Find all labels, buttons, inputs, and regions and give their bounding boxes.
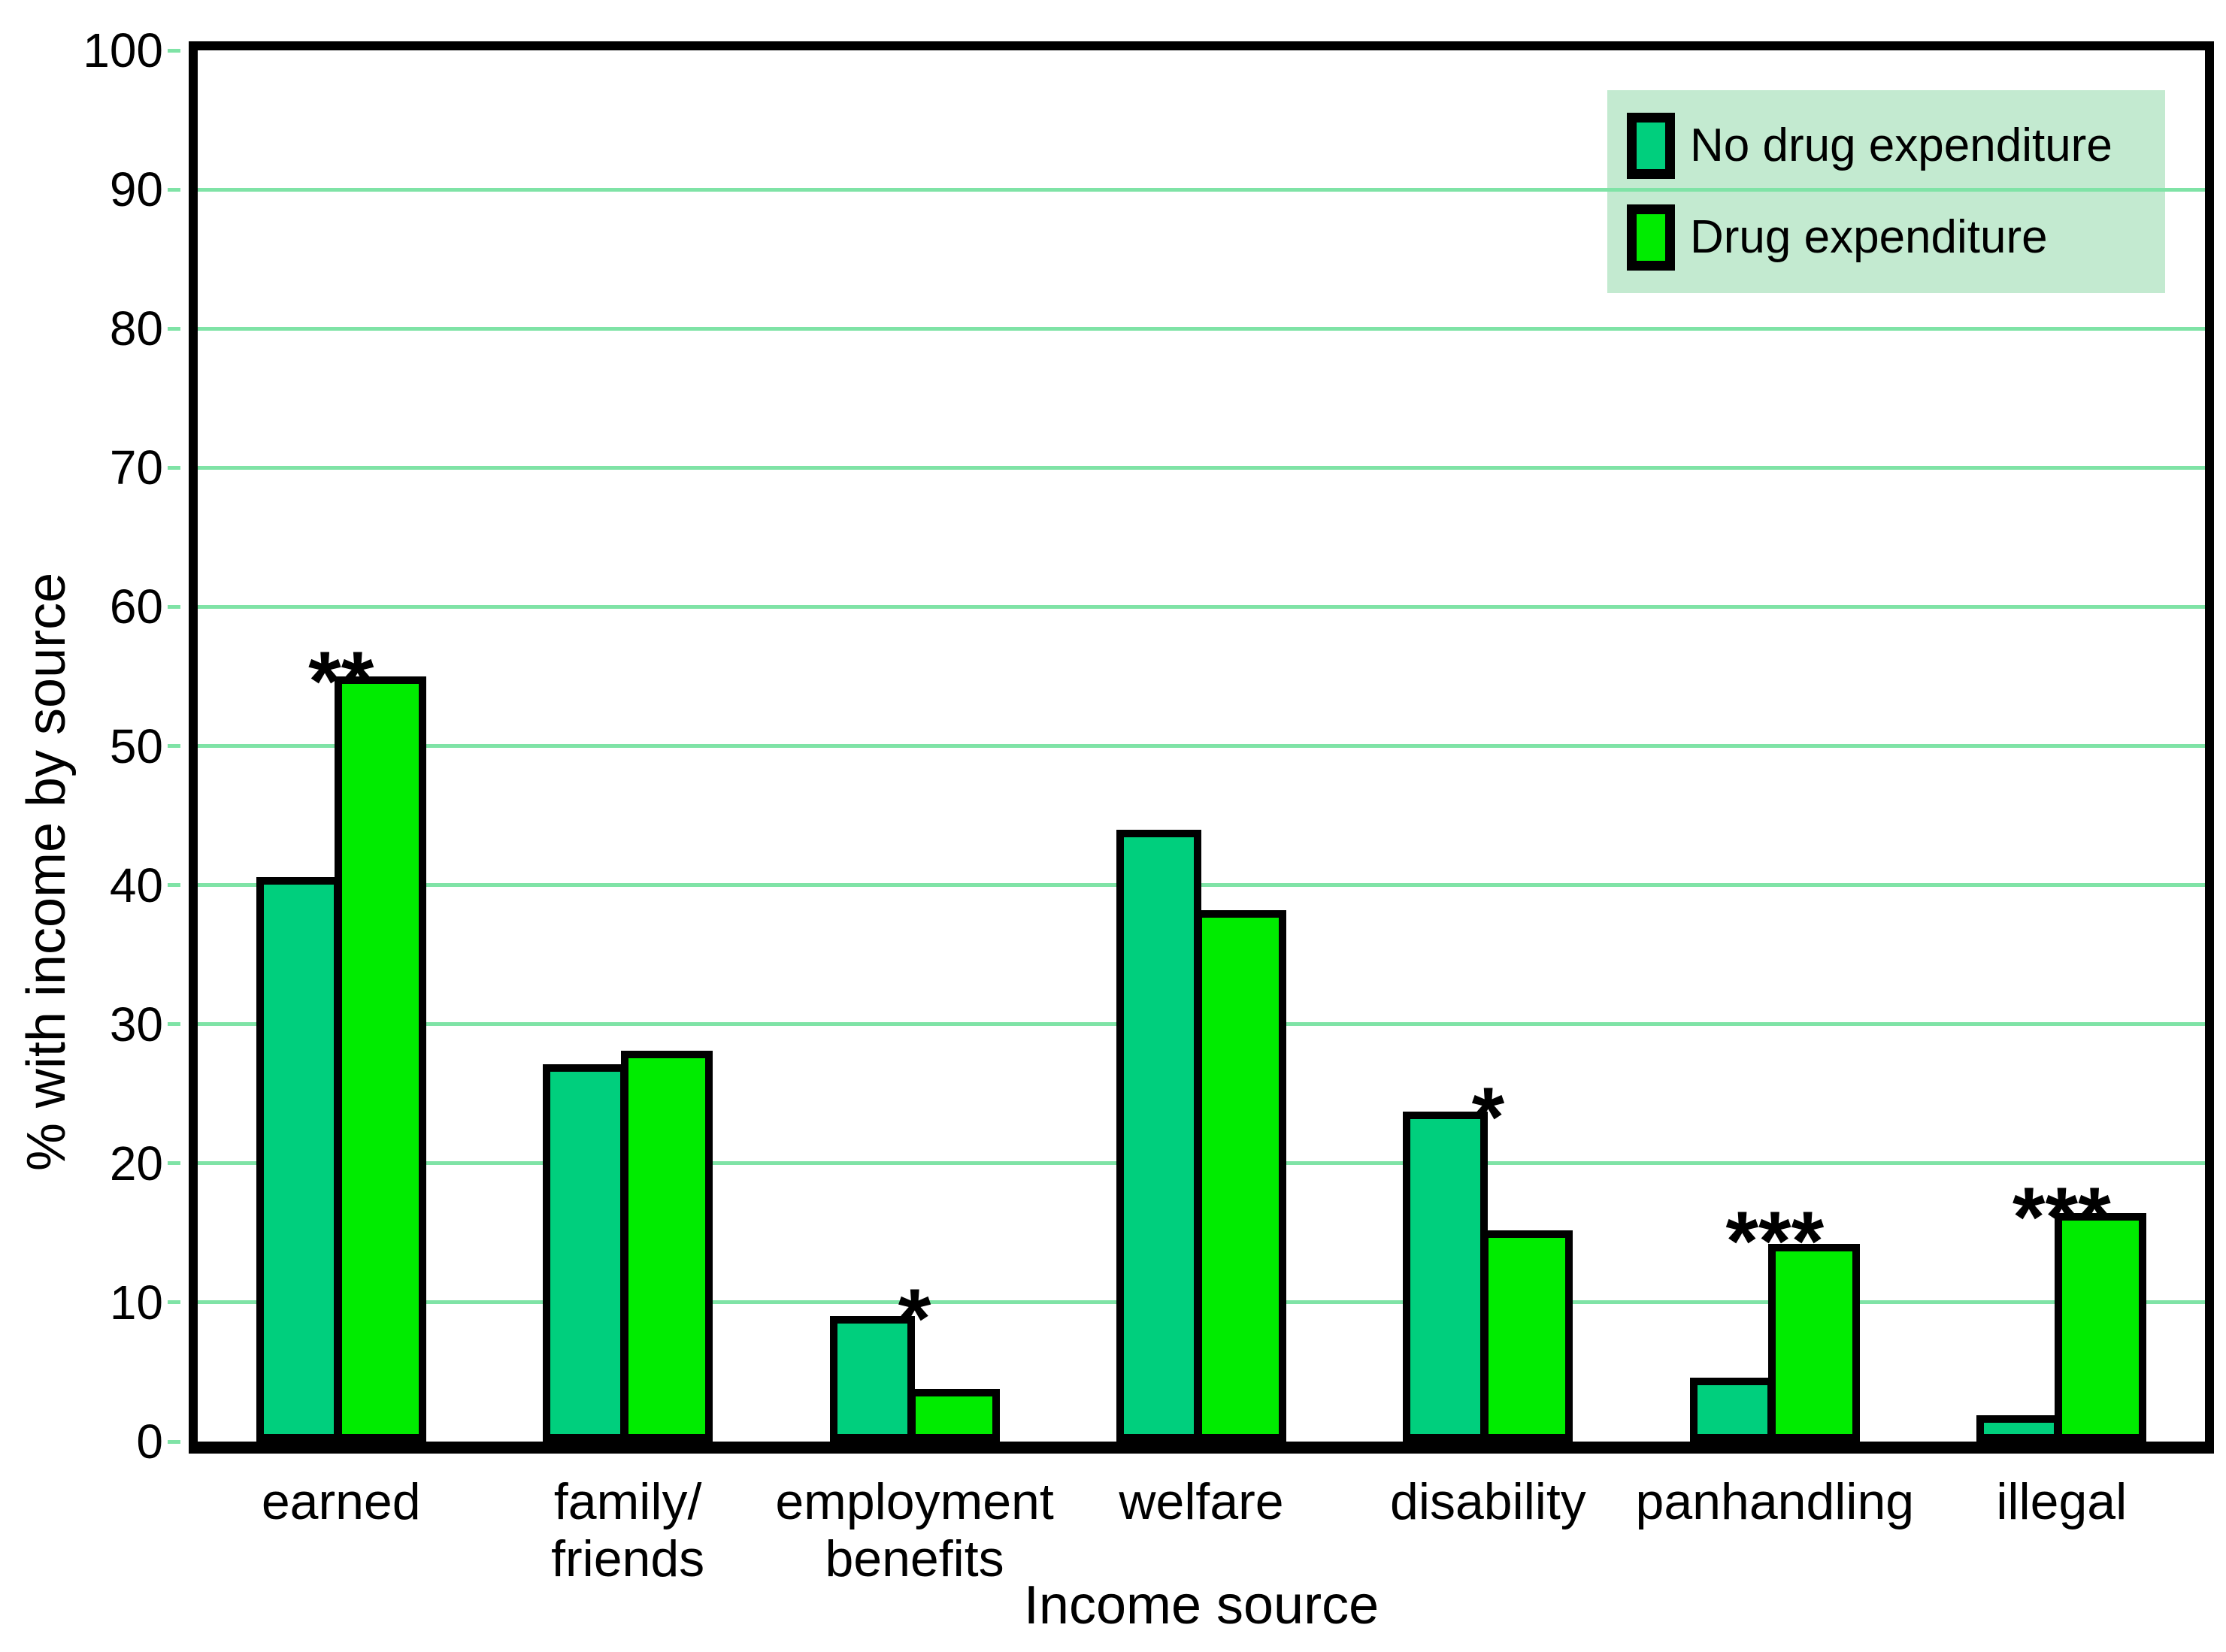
y-tick-30 <box>168 1022 180 1027</box>
y-tick-90 <box>168 187 180 192</box>
y-tick-label-30: 30 <box>109 997 163 1051</box>
y-tick-100 <box>168 48 180 53</box>
y-tick-50 <box>168 744 180 748</box>
y-tick-label-80: 80 <box>109 301 163 356</box>
y-tick-20 <box>168 1161 180 1166</box>
y-tick-label-50: 50 <box>109 719 163 773</box>
bar-earned-drug-expenditure <box>334 676 426 1442</box>
y-tick-label-40: 40 <box>109 858 163 912</box>
y-tick-60 <box>168 604 180 609</box>
category-label-disability: disability <box>1390 1473 1586 1530</box>
category-label-family-friends: family/ friends <box>551 1473 705 1588</box>
gridline-50 <box>198 744 2205 748</box>
y-tick-label-90: 90 <box>109 162 163 217</box>
bar-disability-drug-expenditure <box>1481 1230 1573 1442</box>
y-tick-80 <box>168 326 180 331</box>
legend-label: No drug expenditure <box>1690 120 2112 171</box>
bar-family-friends-no-drug-expenditure <box>543 1064 628 1442</box>
plot-area: No drug expenditure Drug expenditure 0 10… <box>83 26 2214 1587</box>
y-tick-label-10: 10 <box>109 1275 163 1330</box>
bar-panhandling-drug-expenditure <box>1767 1244 1860 1442</box>
bar-illegal-drug-expenditure <box>2055 1213 2147 1442</box>
category-label-employment-benefits: employment benefits <box>775 1473 1054 1588</box>
y-tick-label-0: 0 <box>136 1414 163 1469</box>
gridline-40 <box>198 883 2205 888</box>
y-tick-70 <box>168 465 180 470</box>
bar-earned-no-drug-expenditure <box>256 876 341 1442</box>
legend: No drug expenditure Drug expenditure <box>1607 90 2165 293</box>
gridline-90 <box>198 187 2205 192</box>
bar-employment-benefits-no-drug-expenditure <box>829 1316 915 1442</box>
legend-swatch-no-drug-expenditure <box>1627 113 1675 179</box>
gridline-60 <box>198 604 2205 609</box>
gridline-70 <box>198 465 2205 470</box>
category-label-illegal: illegal <box>1996 1473 2128 1530</box>
bar-illegal-no-drug-expenditure <box>1976 1414 2062 1442</box>
y-tick-10 <box>168 1300 180 1305</box>
y-tick-label-100: 100 <box>83 23 163 77</box>
y-axis-title: % with income by source <box>17 572 77 1172</box>
legend-item-drug: Drug expenditure <box>1607 200 2165 275</box>
category-label-earned: earned <box>261 1473 421 1530</box>
gridline-80 <box>198 326 2205 331</box>
bar-employment-benefits-drug-expenditure <box>907 1388 1000 1442</box>
legend-label: Drug expenditure <box>1690 211 2048 263</box>
bar-welfare-drug-expenditure <box>1195 909 1286 1442</box>
bar-welfare-no-drug-expenditure <box>1116 829 1201 1442</box>
category-label-welfare: welfare <box>1119 1473 1284 1530</box>
y-tick-label-60: 60 <box>109 579 163 634</box>
legend-swatch-drug-expenditure <box>1627 204 1675 271</box>
y-tick-label-20: 20 <box>109 1136 163 1191</box>
bar-family-friends-drug-expenditure <box>621 1050 713 1442</box>
bar-panhandling-no-drug-expenditure <box>1689 1377 1775 1442</box>
category-label-panhandling: panhandling <box>1635 1473 1915 1530</box>
y-tick-40 <box>168 883 180 888</box>
legend-item-no-drug: No drug expenditure <box>1607 108 2165 183</box>
y-tick-0 <box>168 1439 180 1444</box>
x-axis-title: Income source <box>1023 1575 1380 1635</box>
y-tick-label-70: 70 <box>109 440 163 495</box>
